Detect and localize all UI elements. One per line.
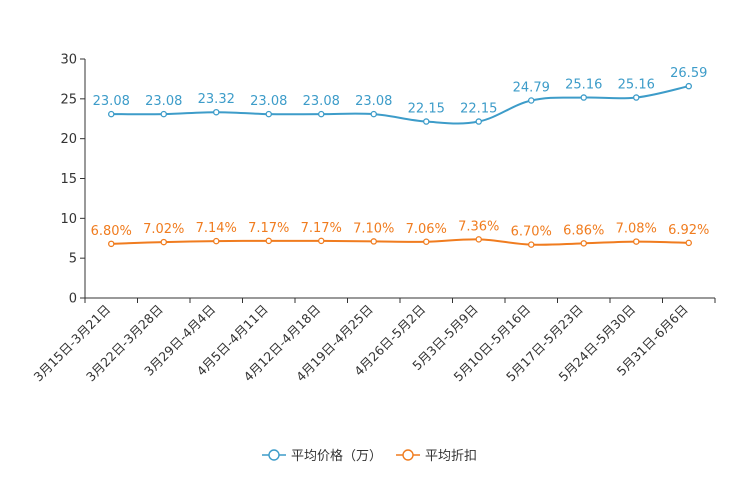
data-point: [265, 237, 272, 245]
data-point: [580, 94, 588, 101]
data-label: 6.70%: [511, 225, 552, 240]
data-label: 6.86%: [563, 223, 604, 238]
legend-marker: [402, 449, 414, 461]
data-point: [528, 241, 535, 248]
data-point: [370, 238, 377, 245]
y-tick-label: 10: [60, 212, 77, 227]
data-label: 24.79: [513, 81, 550, 96]
data-label: 7.36%: [458, 219, 499, 234]
series-1: 23.08 23.08 23.32 23.08 23.08 23.08 22.15 22.15…: [93, 66, 707, 125]
data-label: 23.32: [198, 92, 235, 107]
data-point: [108, 240, 115, 248]
data-point: [633, 94, 640, 101]
data-point: [685, 82, 693, 90]
legend-item-1: 平均价格（万）: [262, 448, 382, 464]
data-point: [108, 110, 115, 118]
data-point: [422, 238, 430, 246]
data-label: 7.08%: [616, 222, 657, 237]
data-point: [475, 236, 482, 243]
y-tick-label: 0: [69, 292, 77, 307]
legend-marker: [268, 449, 280, 461]
y-tick-label: 5: [69, 252, 77, 267]
legend-item-2: 平均折扣: [396, 449, 477, 464]
data-label: 23.08: [93, 94, 130, 109]
data-label: 7.10%: [353, 221, 394, 236]
data-label: 23.08: [250, 94, 287, 109]
data-label: 7.06%: [406, 222, 447, 237]
data-point: [265, 110, 272, 118]
data-point: [528, 97, 535, 104]
y-tick-label: 30: [60, 53, 77, 68]
data-point: [633, 238, 640, 245]
data-label: 23.08: [145, 94, 182, 109]
legend-label: 平均价格（万）: [291, 448, 382, 464]
y-tick-label: 20: [60, 132, 77, 147]
data-point: [212, 108, 220, 116]
data-point: [317, 110, 325, 118]
data-label: 22.15: [408, 102, 445, 117]
data-label: 22.15: [460, 102, 497, 117]
data-point: [370, 110, 377, 118]
data-point: [160, 238, 167, 246]
series-line: [111, 238, 689, 246]
series-2: 6.80% 7.02% 7.14% 7.17% 7.17% 7.10% 7.06% 7.36%…: [91, 219, 709, 248]
data-label: 7.17%: [248, 221, 289, 236]
data-point: [212, 237, 220, 245]
series-line: [111, 85, 689, 125]
data-label: 6.92%: [668, 223, 709, 238]
data-point: [160, 110, 167, 118]
y-tick-label: 15: [60, 172, 77, 187]
data-label: 7.17%: [301, 221, 342, 236]
data-point: [580, 240, 588, 247]
legend-label: 平均折扣: [425, 449, 477, 464]
data-label: 25.16: [565, 78, 602, 93]
data-label: 25.16: [618, 78, 655, 93]
data-label: 26.59: [670, 66, 707, 81]
data-label: 23.08: [355, 94, 392, 109]
data-label: 6.80%: [91, 224, 132, 239]
data-point: [422, 118, 430, 125]
data-label: 7.02%: [143, 222, 184, 237]
data-point: [475, 118, 482, 125]
series-layer: 23.08 23.08 23.32 23.08 23.08 23.08 22.15 22.15…: [91, 66, 709, 248]
data-point: [685, 239, 693, 247]
y-tick-label: 25: [60, 92, 77, 107]
legend: 平均价格（万） 平均折扣: [262, 448, 477, 464]
data-point: [317, 237, 325, 245]
data-label: 23.08: [303, 94, 340, 109]
data-label: 7.14%: [196, 221, 237, 236]
